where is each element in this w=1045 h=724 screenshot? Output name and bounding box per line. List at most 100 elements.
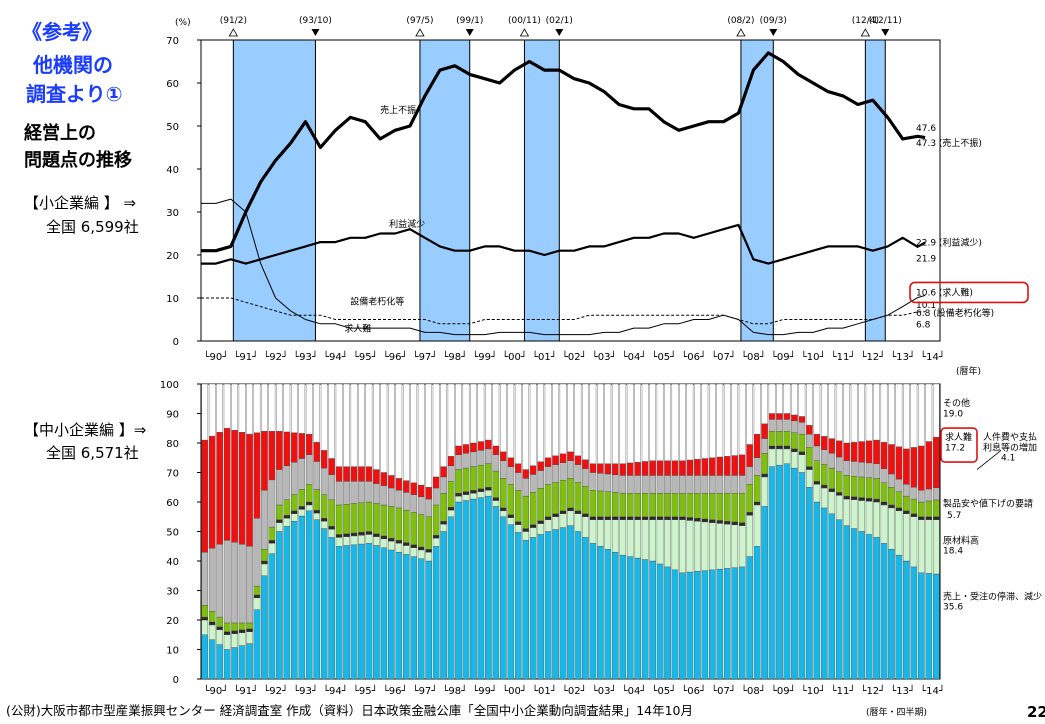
bar-segment-other bbox=[208, 383, 216, 437]
bar-segment bbox=[597, 519, 604, 547]
bar-segment bbox=[365, 466, 373, 482]
bar-segment bbox=[238, 645, 246, 680]
bar-segment bbox=[626, 492, 634, 517]
bar-segment bbox=[350, 532, 358, 537]
bar-segment bbox=[664, 519, 671, 568]
bar-segment-other bbox=[582, 383, 589, 460]
bar-segment bbox=[768, 413, 776, 420]
bar-segment bbox=[835, 519, 843, 680]
bar-segment bbox=[738, 522, 746, 526]
bar-segment bbox=[619, 492, 627, 517]
x-tick-label: └90┘ bbox=[204, 350, 229, 363]
bar-segment bbox=[455, 495, 462, 503]
bar-segment bbox=[858, 500, 865, 532]
bar-segment bbox=[552, 529, 559, 680]
bar-segment bbox=[335, 481, 343, 506]
bar-segment bbox=[619, 475, 627, 494]
bar-segment bbox=[806, 469, 813, 488]
bar-segment bbox=[925, 500, 933, 517]
end-value-label: 21.9 bbox=[916, 254, 936, 264]
x-tick-label: └14┘ bbox=[920, 684, 945, 697]
bar-segment bbox=[425, 487, 432, 500]
small-edition-label: 【小企業編 】 ⇒ bbox=[24, 194, 137, 212]
bar-segment bbox=[888, 473, 895, 488]
x-tick-label: └07┘ bbox=[711, 350, 736, 363]
bar-segment bbox=[328, 529, 335, 538]
band-start-label: (91/2) bbox=[220, 16, 247, 26]
bar-segment bbox=[723, 456, 731, 476]
bar-segment bbox=[761, 473, 768, 478]
bar-segment bbox=[305, 484, 313, 503]
bar-segment bbox=[694, 571, 701, 680]
bar-segment bbox=[276, 531, 283, 680]
bar-segment bbox=[813, 445, 821, 461]
bar-segment bbox=[201, 439, 209, 553]
bar-segment bbox=[253, 585, 261, 596]
bar-segment bbox=[253, 609, 261, 680]
bar-segment bbox=[388, 537, 395, 542]
bar-segment bbox=[753, 457, 761, 476]
bar-segment bbox=[417, 558, 425, 680]
bar-segment bbox=[358, 535, 365, 545]
bar-segment bbox=[462, 491, 470, 495]
bar-segment bbox=[246, 546, 253, 624]
bar-segment bbox=[835, 495, 843, 520]
bar-segment bbox=[664, 460, 671, 476]
bar-segment bbox=[611, 463, 619, 475]
bar-segment bbox=[291, 513, 298, 522]
peak-marker-icon bbox=[228, 28, 239, 37]
bar-segment bbox=[567, 478, 574, 509]
bar-segment bbox=[298, 433, 306, 459]
bar-segment bbox=[395, 507, 403, 541]
bar-segment bbox=[313, 519, 321, 680]
bar-segment-other bbox=[589, 383, 597, 464]
bar-segment bbox=[358, 481, 365, 503]
bar-segment bbox=[671, 569, 679, 680]
bar-segment bbox=[589, 543, 597, 680]
bar-segment bbox=[298, 509, 306, 517]
bar-segment bbox=[492, 454, 500, 472]
bar-segment bbox=[865, 477, 873, 499]
bar-segment bbox=[574, 455, 582, 465]
bar-segment bbox=[604, 516, 612, 520]
bar-segment bbox=[723, 523, 731, 569]
bar-segment bbox=[500, 510, 507, 517]
bar-segment bbox=[223, 622, 231, 632]
bar-segment bbox=[559, 510, 567, 514]
bar-segment bbox=[888, 444, 895, 475]
series-annotation: 売上不振 bbox=[380, 104, 416, 116]
bar-segment-other bbox=[537, 383, 544, 462]
bar-segment bbox=[611, 492, 619, 517]
bar-segment bbox=[619, 554, 627, 680]
bar-segment bbox=[440, 476, 447, 494]
bar-segment bbox=[604, 549, 612, 680]
bar-segment bbox=[328, 499, 335, 527]
bar-segment bbox=[895, 478, 903, 492]
bar-series-label: 35.6 bbox=[943, 603, 963, 613]
bar-segment bbox=[731, 524, 739, 568]
bar-segment bbox=[903, 510, 910, 514]
bar-segment bbox=[791, 414, 798, 422]
bar-segment bbox=[492, 445, 500, 455]
x-tick-label: └03┘ bbox=[592, 350, 617, 363]
page-number: 22 bbox=[1027, 703, 1045, 721]
band-end-label: (09/3) bbox=[760, 16, 787, 26]
bar-segment bbox=[507, 466, 515, 485]
bar-segment bbox=[813, 460, 821, 482]
bar-segment-other bbox=[828, 383, 836, 439]
bar-segment bbox=[425, 549, 432, 553]
bar-segment bbox=[783, 431, 791, 447]
bar-segment bbox=[283, 518, 291, 527]
bar-segment bbox=[276, 469, 283, 506]
x-tick-label: └08┘ bbox=[741, 350, 766, 363]
bar-segment bbox=[514, 521, 522, 525]
x-tick-label: └09┘ bbox=[771, 350, 796, 363]
x-tick-label: └99┘ bbox=[472, 350, 497, 363]
bar-segment bbox=[231, 647, 238, 680]
highlight-box bbox=[909, 281, 1029, 304]
bar-segment bbox=[597, 546, 604, 680]
x-tick-label: └98┘ bbox=[442, 684, 467, 697]
bar-segment bbox=[731, 455, 739, 476]
bar-segment bbox=[925, 516, 933, 520]
bar-segment bbox=[850, 499, 858, 529]
